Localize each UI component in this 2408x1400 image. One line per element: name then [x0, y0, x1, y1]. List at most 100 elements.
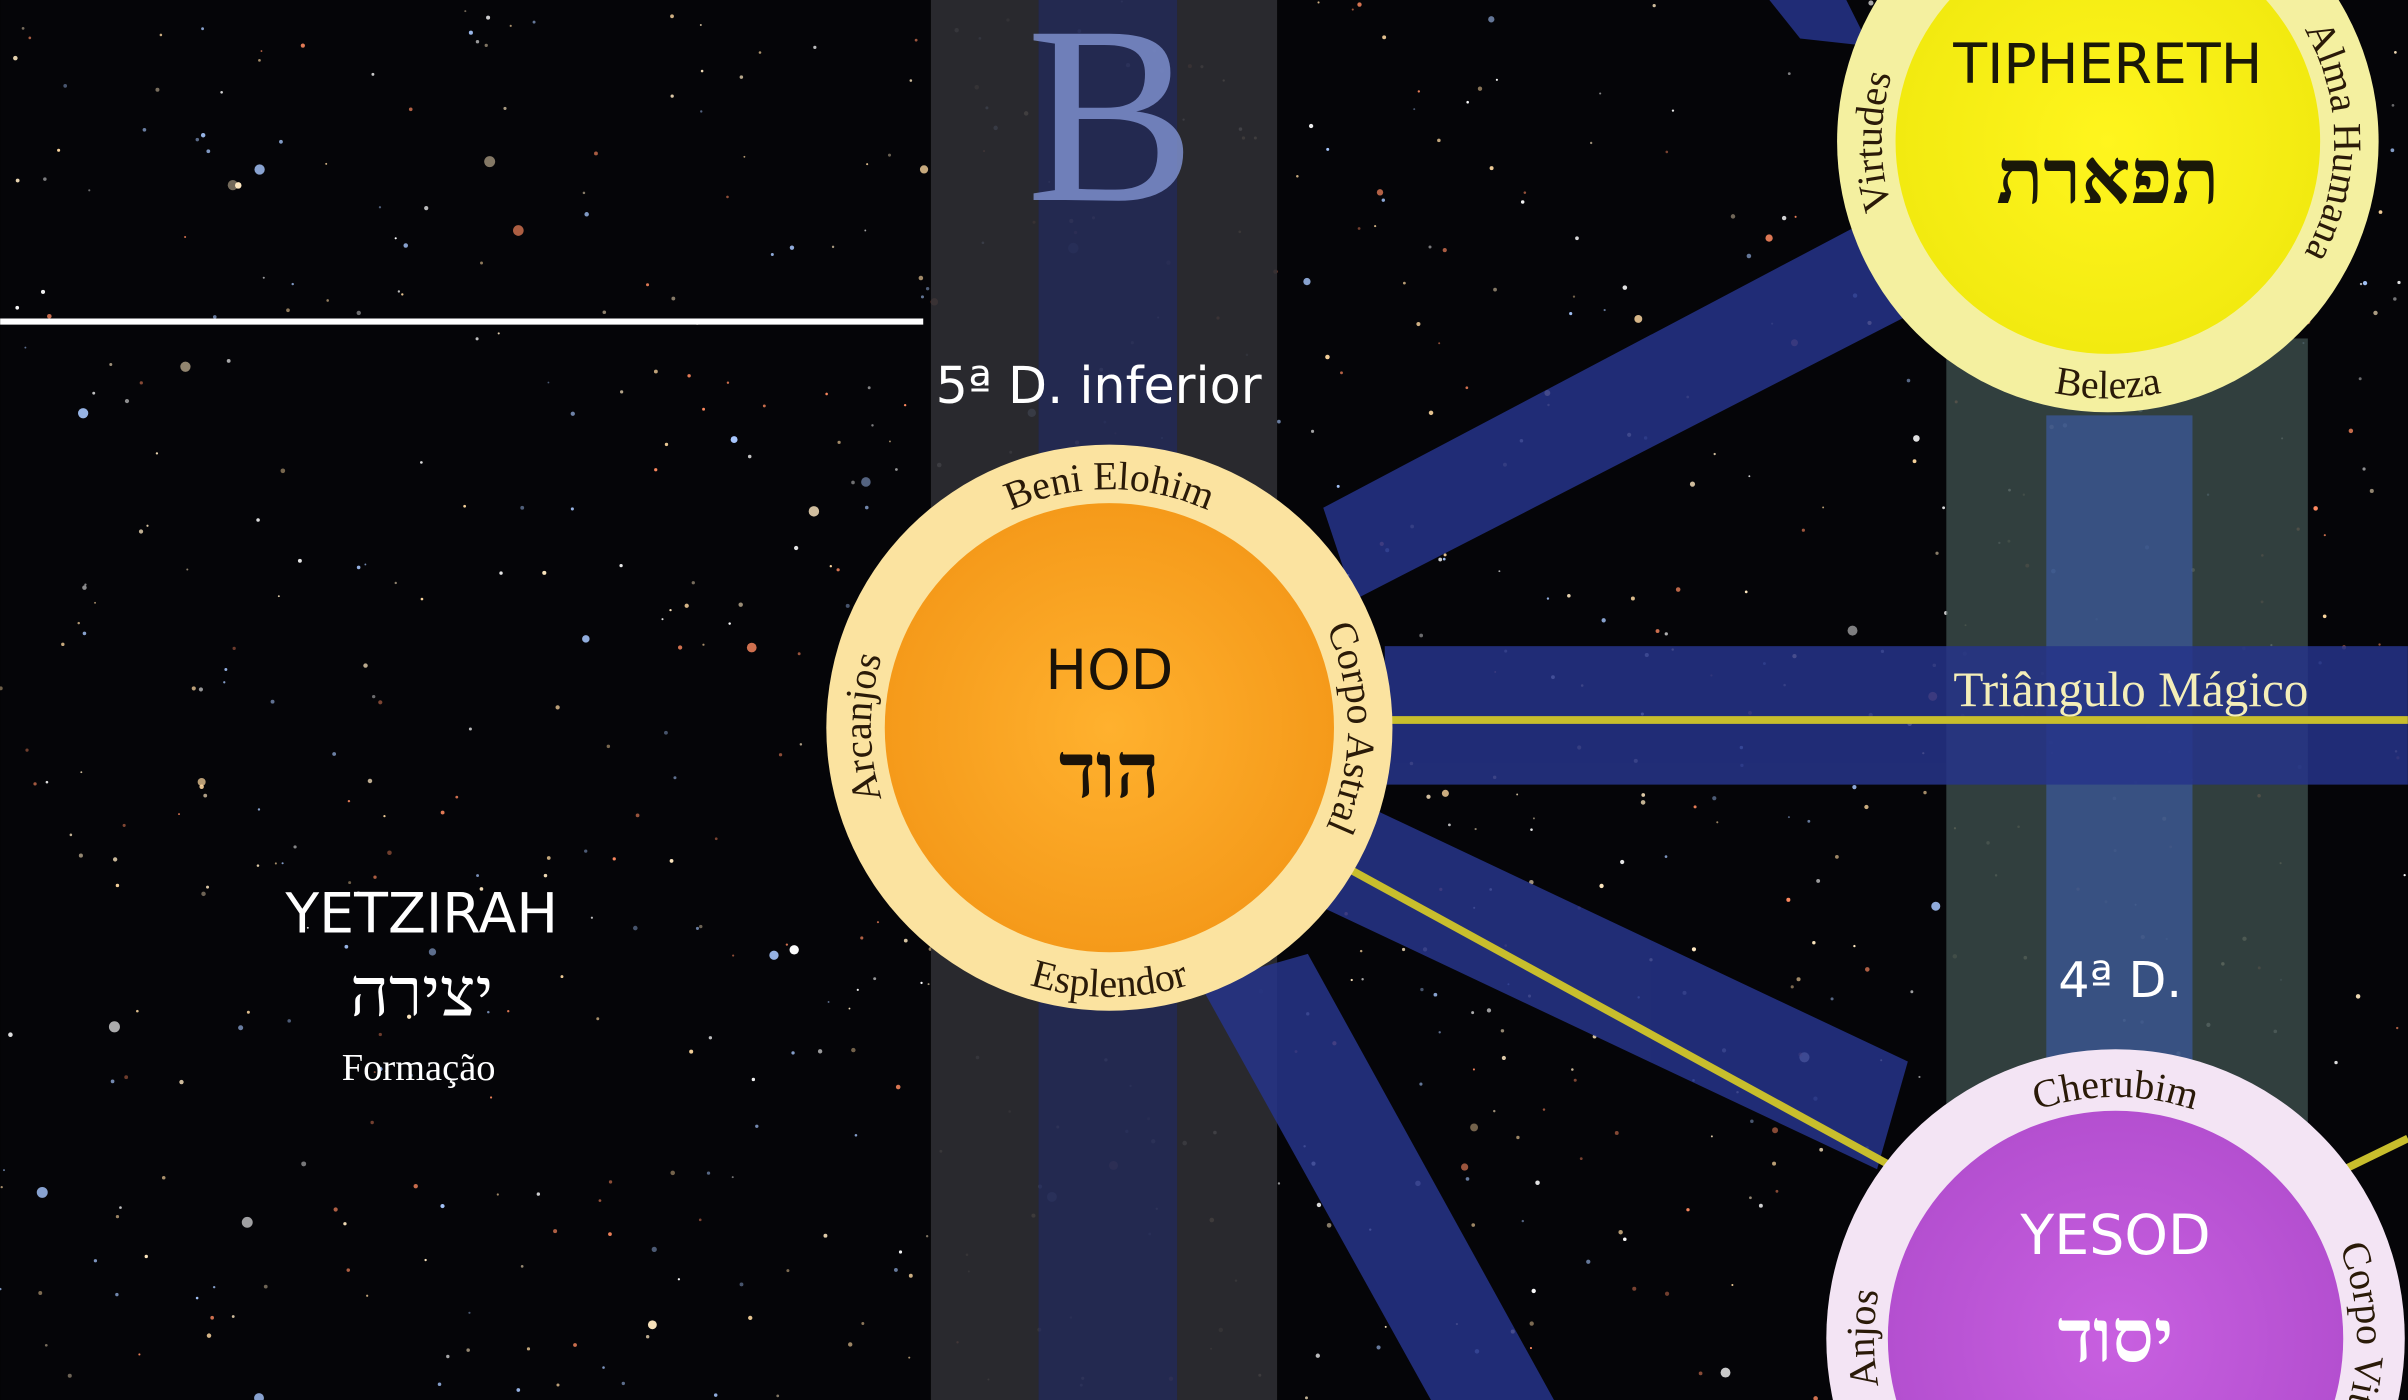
star	[476, 874, 480, 878]
star	[378, 700, 383, 705]
star	[378, 1032, 382, 1037]
star	[1340, 371, 1343, 375]
star	[669, 859, 674, 863]
star	[197, 777, 206, 787]
star	[394, 923, 399, 928]
star	[161, 1175, 166, 1180]
star	[743, 155, 746, 158]
star	[895, 1084, 901, 1090]
star	[664, 442, 669, 447]
star	[889, 440, 891, 443]
star	[57, 148, 61, 152]
star	[232, 646, 236, 650]
star	[2313, 506, 2318, 511]
star	[2394, 51, 2397, 54]
star	[789, 245, 795, 250]
star	[699, 924, 703, 929]
paths	[1200, 0, 2408, 1400]
star	[825, 392, 828, 396]
star	[15, 178, 20, 183]
star	[286, 308, 290, 313]
star	[909, 79, 913, 82]
star	[33, 782, 37, 786]
star	[300, 43, 305, 48]
star	[507, 1010, 510, 1013]
star	[827, 1001, 830, 1003]
star	[1835, 855, 1839, 859]
star	[1316, 1202, 1322, 1208]
star	[241, 1216, 253, 1228]
star	[367, 778, 373, 784]
star	[1438, 342, 1441, 345]
star	[1775, 1189, 1779, 1193]
star	[509, 24, 512, 27]
star	[1618, 1230, 1623, 1235]
star	[468, 30, 473, 35]
star	[619, 563, 623, 568]
star	[1744, 590, 1748, 594]
star	[513, 225, 524, 236]
star	[887, 153, 892, 157]
star	[687, 374, 691, 378]
star	[2378, 210, 2383, 214]
star	[769, 950, 779, 960]
star	[661, 618, 664, 621]
star	[1493, 287, 1497, 292]
star	[1731, 1283, 1734, 1287]
star	[200, 133, 206, 138]
star	[84, 583, 87, 586]
star	[1906, 378, 1911, 383]
star	[1868, 0, 1874, 6]
path-label: Triângulo Mágico	[1953, 662, 2308, 717]
star	[484, 156, 496, 168]
star	[1571, 1068, 1574, 1071]
star	[446, 1354, 450, 1359]
star	[347, 799, 351, 803]
star	[1931, 901, 1941, 911]
star	[1532, 817, 1535, 820]
star	[1359, 949, 1363, 953]
star	[1601, 618, 1606, 623]
star	[1730, 214, 1736, 219]
star	[590, 916, 593, 919]
star	[373, 875, 377, 879]
star	[401, 293, 404, 296]
star	[1807, 819, 1811, 823]
star	[463, 504, 467, 508]
star	[297, 558, 302, 563]
star	[700, 69, 704, 73]
star	[115, 1292, 119, 1297]
star	[1801, 528, 1805, 532]
star	[301, 1161, 307, 1167]
star	[178, 813, 180, 816]
star	[1749, 1196, 1752, 1200]
star	[1416, 321, 1421, 327]
star	[633, 925, 638, 931]
star	[908, 1356, 911, 1359]
star	[1426, 794, 1431, 799]
star	[1923, 790, 1927, 795]
star	[13, 55, 18, 61]
star	[808, 506, 820, 517]
star	[371, 72, 375, 76]
star	[21, 26, 25, 30]
star	[651, 1246, 657, 1253]
star	[848, 1007, 851, 1010]
star	[713, 1393, 718, 1397]
star	[356, 891, 361, 896]
star	[770, 253, 774, 257]
star	[596, 1017, 600, 1021]
world-meaning: Formação	[342, 1047, 496, 1089]
star	[1308, 123, 1314, 129]
star	[1913, 435, 1920, 442]
star	[1442, 557, 1446, 561]
path-hod-yesod	[1323, 800, 1908, 1170]
star	[1516, 793, 1519, 796]
star	[1374, 225, 1377, 228]
star	[1477, 86, 1483, 91]
star	[684, 603, 689, 608]
star	[333, 1207, 338, 1212]
star	[455, 795, 459, 799]
